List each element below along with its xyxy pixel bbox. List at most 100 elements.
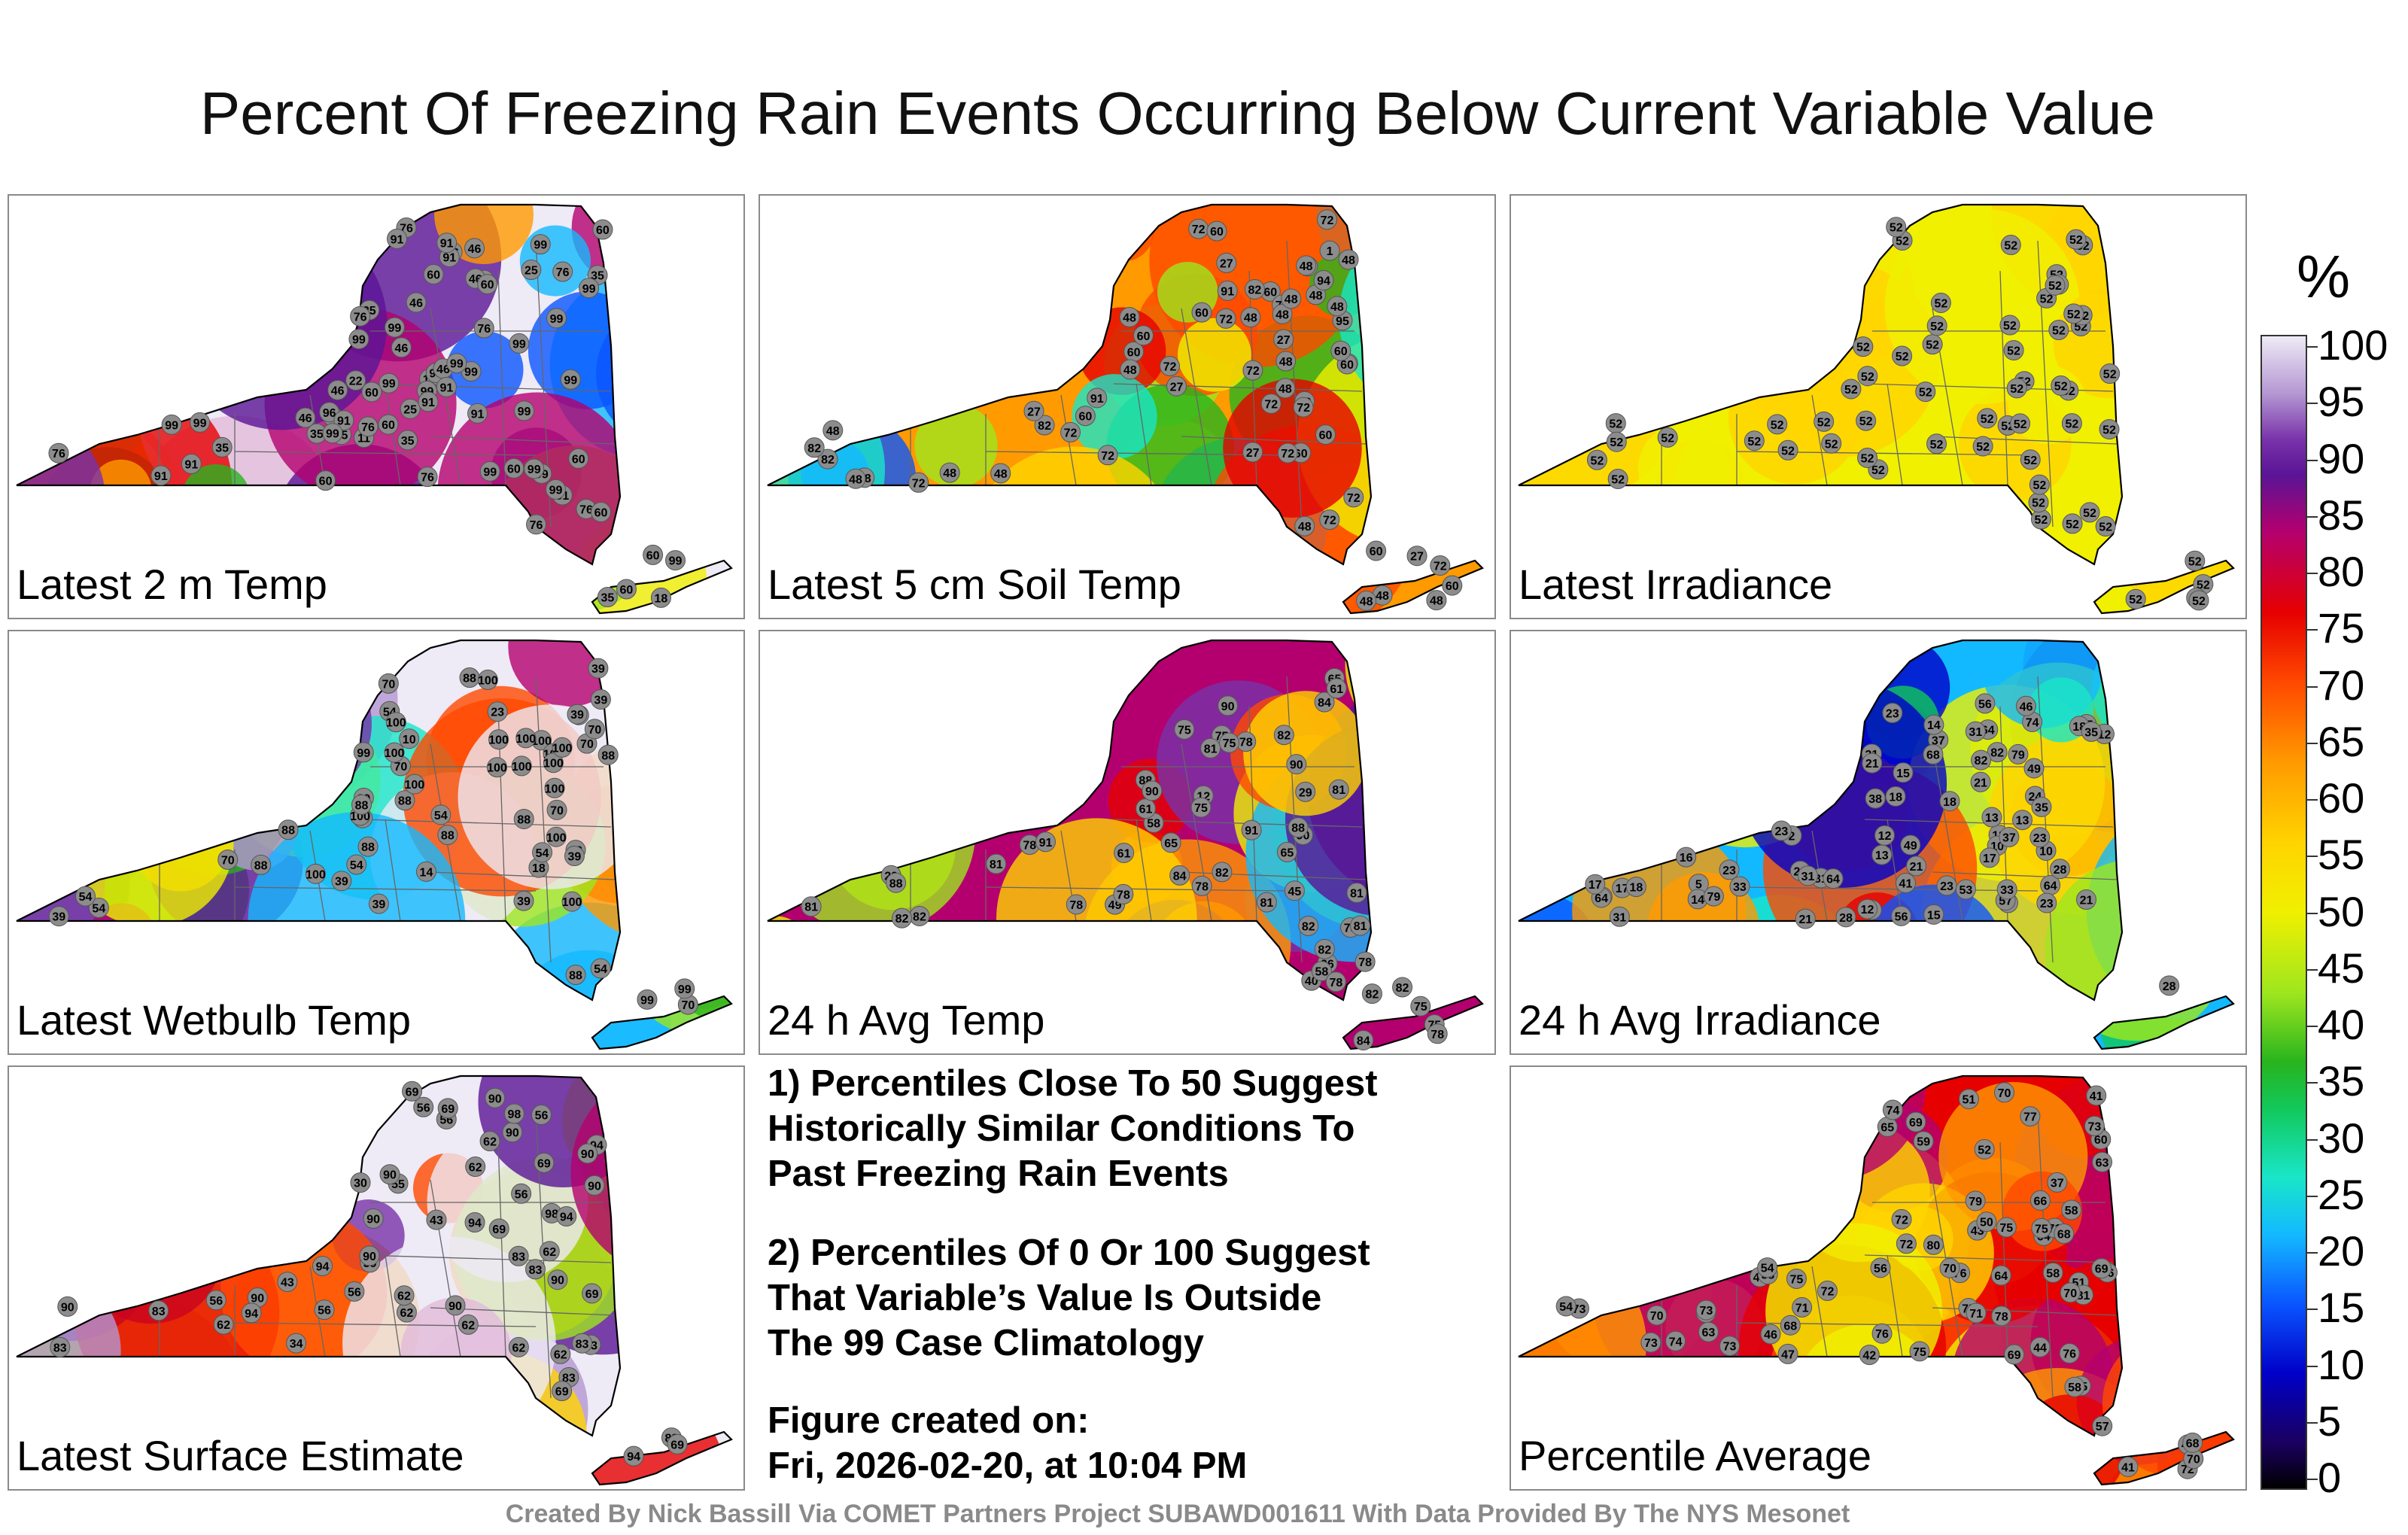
station-value: 60 <box>594 507 608 520</box>
station-value: 64 <box>2044 880 2057 892</box>
station-value: 99 <box>193 417 207 430</box>
station-value: 100 <box>552 742 573 755</box>
station-marker: 72 <box>1293 397 1314 418</box>
station-marker: 100 <box>486 757 507 778</box>
station-marker: 52 <box>2006 378 2027 399</box>
station-value: 73 <box>2088 1120 2102 1133</box>
station-value: 35 <box>215 442 229 454</box>
station-marker: 12 <box>1857 898 1878 919</box>
station-value: 37 <box>2002 831 2016 844</box>
station-value: 46 <box>468 243 482 256</box>
station-value: 99 <box>382 378 396 391</box>
station-value: 56 <box>1978 698 1992 711</box>
station-value: 23 <box>2040 898 2054 910</box>
station-marker: 56 <box>413 1096 434 1117</box>
station-value: 88 <box>601 749 615 762</box>
station-value: 99 <box>388 322 402 335</box>
panel-label: Latest 5 cm Soil Temp <box>768 561 1181 608</box>
station-marker: 56 <box>344 1281 365 1302</box>
station-marker: 33 <box>1996 879 2017 900</box>
station-value: 72 <box>1297 402 1310 415</box>
station-value: 35 <box>600 592 614 605</box>
station-marker: 52 <box>1606 431 1627 452</box>
station-value: 83 <box>529 1264 543 1277</box>
station-value: 76 <box>477 323 491 336</box>
station-value: 91 <box>1090 393 1104 406</box>
station-value: 100 <box>306 868 326 881</box>
station-marker: 78 <box>1991 1306 2012 1327</box>
station-value: 60 <box>1340 359 1354 372</box>
station-marker: 100 <box>515 728 537 749</box>
station-marker: 52 <box>1922 334 1943 355</box>
station-marker: 39 <box>590 688 611 710</box>
station-marker: 52 <box>1605 413 1626 434</box>
station-marker: 46 <box>327 379 348 400</box>
station-marker: 82 <box>1273 725 1294 746</box>
station-value: 60 <box>1210 226 1224 239</box>
station-value: 18 <box>1629 882 1643 895</box>
panel-label: Latest 2 m Temp <box>17 561 327 608</box>
station-marker: 52 <box>1814 411 1835 432</box>
station-marker: 78 <box>1325 971 1346 992</box>
station-value: 84 <box>1318 697 1331 710</box>
station-marker: 28 <box>1835 907 1856 928</box>
station-value: 65 <box>1164 837 1178 850</box>
station-value: 60 <box>1263 286 1277 299</box>
station-marker: 60 <box>477 274 498 295</box>
station-value: 90 <box>383 1169 397 1182</box>
station-marker: 42 <box>1859 1345 1880 1366</box>
station-marker: 99 <box>446 353 467 374</box>
station-value: 100 <box>562 896 582 909</box>
station-value: 64 <box>1826 874 1840 886</box>
station-value: 81 <box>1260 897 1273 910</box>
station-value: 46 <box>436 363 450 376</box>
panel-irradiance: 52 52 52 52 52 52 52 52 52 52 52 52 52 52 52 52 52 52 52 52… <box>1510 194 2247 619</box>
station-marker: 82 <box>804 437 825 458</box>
station-marker: 56 <box>314 1299 335 1321</box>
station-value: 21 <box>1865 758 1879 771</box>
station-marker: 17 <box>1979 847 2000 868</box>
station-value: 52 <box>1861 371 1874 384</box>
station-value: 62 <box>554 1348 567 1361</box>
station-value: 75 <box>1790 1273 1804 1286</box>
station-value: 52 <box>2083 507 2096 520</box>
station-value: 79 <box>1707 891 1720 904</box>
station-value: 83 <box>512 1251 525 1263</box>
station-marker: 99 <box>348 329 369 350</box>
colorbar <box>2261 335 2307 1490</box>
station-value: 75 <box>1223 737 1236 750</box>
state-map: 5681817437416449312846153823131213564964… <box>1518 639 2235 1050</box>
station-marker: 23 <box>1882 703 1903 724</box>
station-value: 75 <box>1194 802 1208 815</box>
station-marker: 60 <box>1260 281 1281 302</box>
station-value: 90 <box>506 1127 519 1140</box>
station-value: 52 <box>1611 474 1625 487</box>
station-value: 88 <box>1291 822 1305 835</box>
station-value: 84 <box>1357 1035 1370 1048</box>
station-value: 46 <box>331 385 345 397</box>
station-value: 81 <box>804 901 818 914</box>
station-value: 73 <box>1644 1337 1658 1350</box>
station-marker: 72 <box>1260 393 1282 414</box>
station-marker: 70 <box>217 849 239 870</box>
colorbar-tick-label: 85 <box>2318 491 2365 539</box>
station-value: 25 <box>403 403 417 416</box>
station-value: 18 <box>1943 796 1956 809</box>
station-marker: 100 <box>385 712 406 733</box>
station-value: 81 <box>1354 920 1367 933</box>
station-marker: 39 <box>513 890 534 911</box>
station-value: 69 <box>585 1288 599 1301</box>
station-marker: 76 <box>48 442 69 464</box>
station-value: 100 <box>487 762 507 775</box>
panel-label: 24 h Avg Irradiance <box>1519 996 1881 1044</box>
station-value: 94 <box>1317 275 1330 288</box>
station-value: 61 <box>1117 847 1131 860</box>
station-value: 52 <box>1978 1144 1991 1157</box>
station-marker: 52 <box>1657 427 1678 448</box>
state-map: 5252525252525252525252525252525252525252… <box>1518 203 2235 615</box>
station-value: 72 <box>1192 223 1206 236</box>
station-marker: 100 <box>488 729 509 750</box>
station-marker: 69 <box>488 1218 509 1239</box>
station-value: 90 <box>363 1251 376 1263</box>
station-value: 48 <box>1279 356 1293 369</box>
